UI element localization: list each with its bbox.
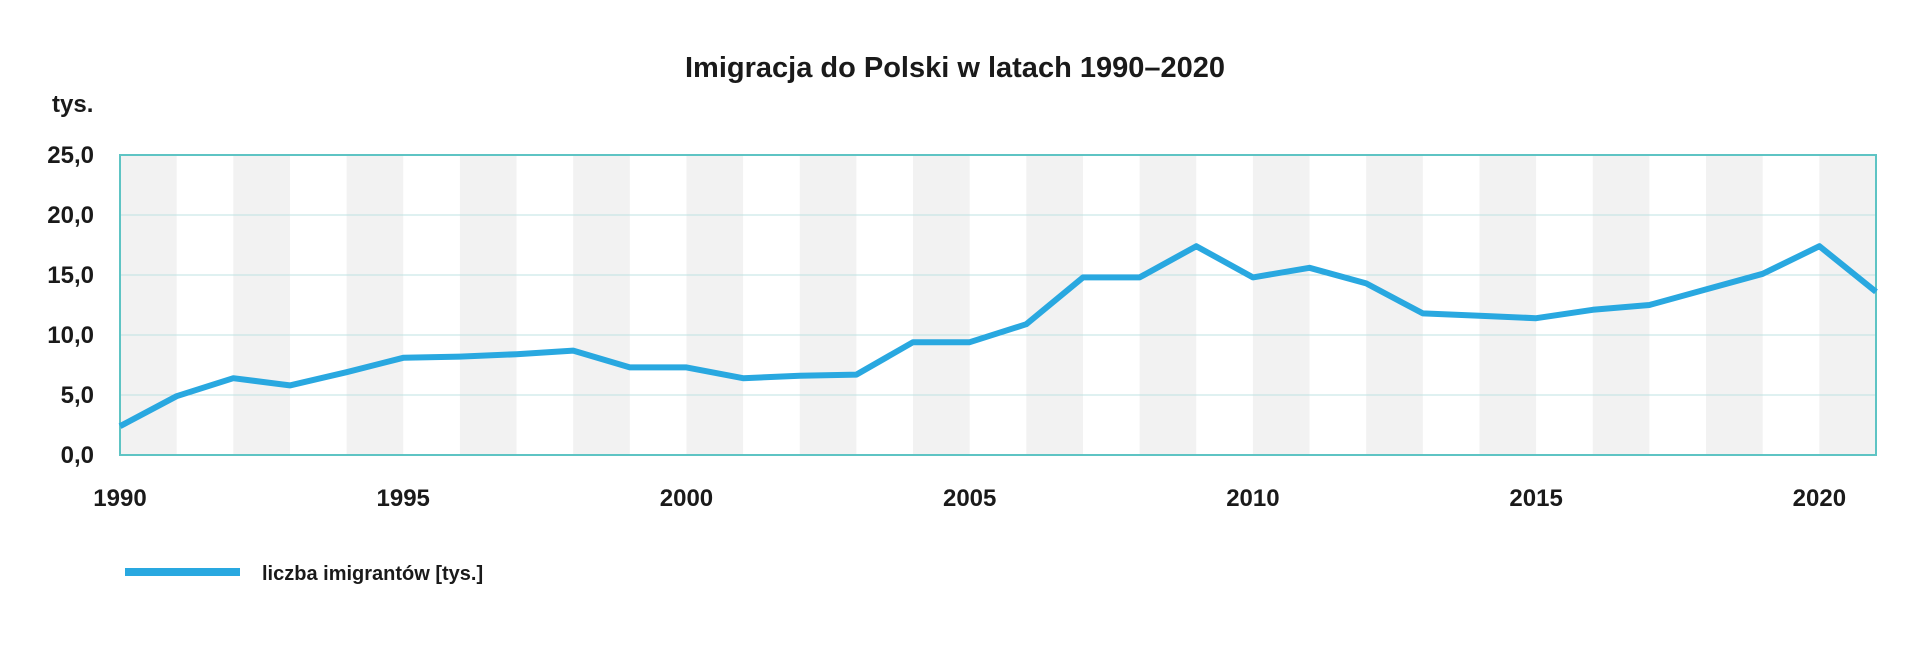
background-band: [573, 155, 630, 455]
x-tick-label: 2005: [943, 485, 996, 512]
background-band: [686, 155, 744, 455]
legend: liczba imigrantów [tys.]: [125, 563, 483, 585]
gridlines: [120, 214, 1876, 396]
y-tick-label: 5,0: [61, 382, 94, 409]
background-band: [1706, 155, 1763, 455]
background-band: [1819, 155, 1876, 455]
background-band: [120, 155, 177, 455]
y-tick-label: 15,0: [47, 262, 94, 289]
y-tick-label: 25,0: [47, 142, 94, 169]
background-band: [1366, 155, 1423, 455]
background-band: [913, 155, 970, 455]
background-band: [799, 155, 857, 455]
background-band: [346, 155, 404, 455]
background-band: [1479, 155, 1537, 455]
y-tick-label: 10,0: [47, 322, 94, 349]
x-tick-label: 2020: [1793, 485, 1846, 512]
x-tick-label: 2000: [660, 485, 713, 512]
series-line-liczba-imigrantow: [118, 243, 1878, 429]
background-band: [1139, 155, 1197, 455]
legend-label: liczba imigrantów [tys.]: [262, 563, 483, 585]
x-tick-label: 2015: [1509, 485, 1562, 512]
x-axis-ticks: 1990 1995 2000 2005 2010 2015 2020: [93, 485, 1846, 512]
plot-frame: [119, 154, 1877, 456]
background-band: [233, 155, 290, 455]
chart-title: Imigracja do Polski w latach 1990–2020: [685, 52, 1225, 84]
background-bands: [120, 155, 1876, 455]
background-band: [459, 155, 517, 455]
y-tick-label: 0,0: [61, 442, 94, 469]
y-tick-label: 20,0: [47, 202, 94, 229]
y-axis-unit-label: tys.: [52, 91, 93, 118]
y-axis-ticks: 0,0 5,0 10,0 15,0 20,0 25,0: [47, 142, 94, 469]
x-tick-label: 1990: [93, 485, 146, 512]
x-tick-label: 2010: [1226, 485, 1279, 512]
x-tick-label: 1995: [377, 485, 430, 512]
background-band: [1252, 155, 1310, 455]
background-band: [1026, 155, 1083, 455]
